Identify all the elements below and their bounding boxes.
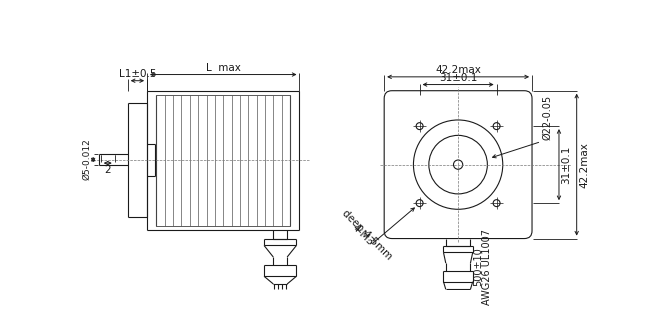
Text: 31±0.1: 31±0.1 bbox=[561, 145, 572, 184]
Text: Ø5-0.012: Ø5-0.012 bbox=[82, 139, 92, 181]
Text: L  max: L max bbox=[206, 63, 241, 73]
Text: 500±10: 500±10 bbox=[473, 248, 482, 287]
Text: 42.2max: 42.2max bbox=[579, 142, 589, 187]
Text: AWG26 UL1007: AWG26 UL1007 bbox=[482, 229, 492, 305]
Text: 42.2max: 42.2max bbox=[436, 65, 481, 75]
Text: Ø22-0.05: Ø22-0.05 bbox=[542, 95, 552, 140]
Text: 31±0.1: 31±0.1 bbox=[439, 73, 477, 83]
Text: 4-M3: 4-M3 bbox=[350, 222, 375, 248]
Text: deep 4.5mm: deep 4.5mm bbox=[340, 208, 394, 262]
Text: L1±0.5: L1±0.5 bbox=[119, 69, 156, 79]
Text: 2: 2 bbox=[105, 165, 111, 175]
